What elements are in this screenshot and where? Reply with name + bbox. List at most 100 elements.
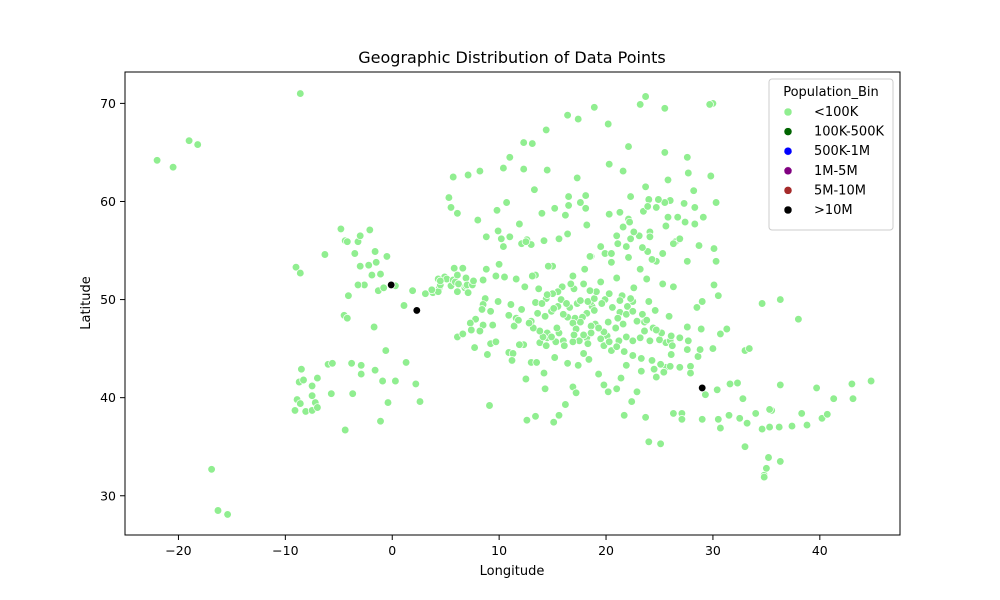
data-point — [738, 394, 748, 403]
data-point — [376, 269, 385, 279]
data-point — [644, 437, 653, 446]
data-point — [193, 140, 202, 149]
data-point — [612, 384, 621, 393]
data-point — [692, 303, 702, 312]
data-point — [372, 258, 381, 267]
data-point — [680, 217, 690, 227]
data-point — [473, 215, 482, 225]
data-point — [576, 317, 585, 327]
data-point — [370, 247, 380, 256]
data-point — [709, 244, 719, 253]
data-point — [477, 305, 487, 314]
data-point — [320, 250, 330, 259]
data-point — [561, 211, 570, 220]
legend-marker — [783, 107, 793, 117]
data-point — [618, 319, 628, 329]
data-point — [357, 369, 366, 379]
data-point — [628, 351, 637, 360]
data-point — [499, 163, 508, 173]
data-point — [637, 367, 646, 376]
data-point — [698, 415, 707, 424]
data-point — [675, 363, 684, 372]
data-point — [475, 166, 485, 176]
data-point — [364, 261, 373, 270]
data-point — [427, 285, 436, 294]
data-point — [641, 92, 650, 101]
data-point — [683, 322, 692, 332]
data-point — [675, 234, 684, 243]
data-point — [508, 349, 518, 358]
data-point — [581, 191, 590, 200]
data-point — [383, 398, 393, 407]
data-point — [343, 314, 352, 323]
data-point — [656, 439, 665, 448]
y-tick-label: 50 — [100, 292, 116, 307]
legend-label: <100K — [814, 105, 859, 120]
data-point — [663, 213, 673, 222]
legend-title: Population_Bin — [783, 85, 879, 100]
data-point — [765, 422, 774, 432]
data-point — [701, 390, 710, 399]
data-point — [669, 282, 678, 291]
data-point — [684, 168, 693, 178]
data-point — [539, 236, 549, 245]
data-point — [644, 297, 653, 306]
data-point — [615, 208, 625, 217]
data-point — [328, 359, 337, 368]
data-point — [760, 472, 769, 482]
data-point — [594, 323, 603, 333]
data-point — [698, 297, 707, 306]
data-point — [399, 301, 409, 310]
data-point — [669, 239, 678, 248]
data-point — [668, 341, 677, 350]
data-point — [597, 299, 606, 308]
data-point — [664, 312, 674, 321]
data-point — [714, 415, 723, 424]
data-point — [353, 280, 363, 290]
data-point — [596, 242, 605, 251]
data-point — [652, 203, 661, 212]
x-tick-label: 20 — [598, 543, 614, 558]
data-point — [644, 195, 653, 204]
data-point — [564, 201, 573, 210]
legend: Population_Bin <100K 100K-500K 500K-1M 1M-5… — [768, 78, 894, 231]
data-point — [628, 307, 637, 316]
data-point — [629, 283, 638, 292]
data-point — [461, 273, 471, 283]
data-point — [622, 332, 631, 342]
data-point — [590, 103, 599, 112]
data-point — [690, 203, 699, 212]
data-point — [453, 209, 462, 218]
data-point — [724, 411, 734, 420]
y-axis: 30 40 50 60 70 — [100, 96, 125, 503]
data-point — [497, 234, 506, 243]
data-point — [515, 219, 524, 229]
data-point — [596, 277, 605, 287]
data-point — [765, 405, 774, 414]
data-point — [537, 299, 547, 308]
data-point — [697, 324, 706, 334]
data-point — [690, 219, 699, 229]
data-point — [596, 334, 605, 343]
data-point — [605, 160, 614, 169]
data-point — [559, 310, 568, 319]
data-point — [542, 341, 551, 350]
data-point — [585, 286, 595, 295]
data-point — [369, 322, 379, 332]
data-point — [436, 276, 445, 286]
data-point — [574, 361, 583, 370]
data-point — [576, 296, 585, 305]
data-point — [341, 425, 350, 435]
data-point — [519, 138, 528, 147]
data-point — [152, 156, 162, 165]
data-point — [745, 344, 754, 353]
data-point — [607, 249, 616, 258]
data-point — [499, 242, 508, 251]
data-point — [628, 336, 637, 345]
legend-box — [768, 78, 894, 231]
data-point — [579, 349, 588, 358]
data-point — [698, 383, 707, 393]
data-point — [382, 252, 392, 261]
data-point — [638, 310, 647, 319]
